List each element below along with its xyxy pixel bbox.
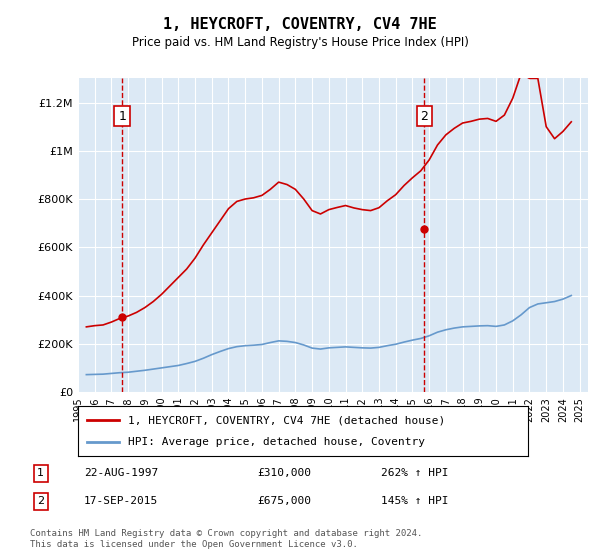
Text: 1: 1: [37, 468, 44, 478]
Text: 2: 2: [37, 496, 44, 506]
Text: Price paid vs. HM Land Registry's House Price Index (HPI): Price paid vs. HM Land Registry's House …: [131, 36, 469, 49]
Text: Contains HM Land Registry data © Crown copyright and database right 2024.
This d: Contains HM Land Registry data © Crown c…: [30, 529, 422, 549]
Text: 262% ↑ HPI: 262% ↑ HPI: [381, 468, 449, 478]
Text: £310,000: £310,000: [257, 468, 311, 478]
Text: 22-AUG-1997: 22-AUG-1997: [84, 468, 158, 478]
Text: 1, HEYCROFT, COVENTRY, CV4 7HE (detached house): 1, HEYCROFT, COVENTRY, CV4 7HE (detached…: [128, 415, 445, 425]
Text: 2: 2: [421, 110, 428, 123]
Text: 1: 1: [118, 110, 126, 123]
Text: HPI: Average price, detached house, Coventry: HPI: Average price, detached house, Cove…: [128, 437, 425, 447]
Text: 1, HEYCROFT, COVENTRY, CV4 7HE: 1, HEYCROFT, COVENTRY, CV4 7HE: [163, 17, 437, 32]
Text: 17-SEP-2015: 17-SEP-2015: [84, 496, 158, 506]
Text: £675,000: £675,000: [257, 496, 311, 506]
Text: 145% ↑ HPI: 145% ↑ HPI: [381, 496, 449, 506]
